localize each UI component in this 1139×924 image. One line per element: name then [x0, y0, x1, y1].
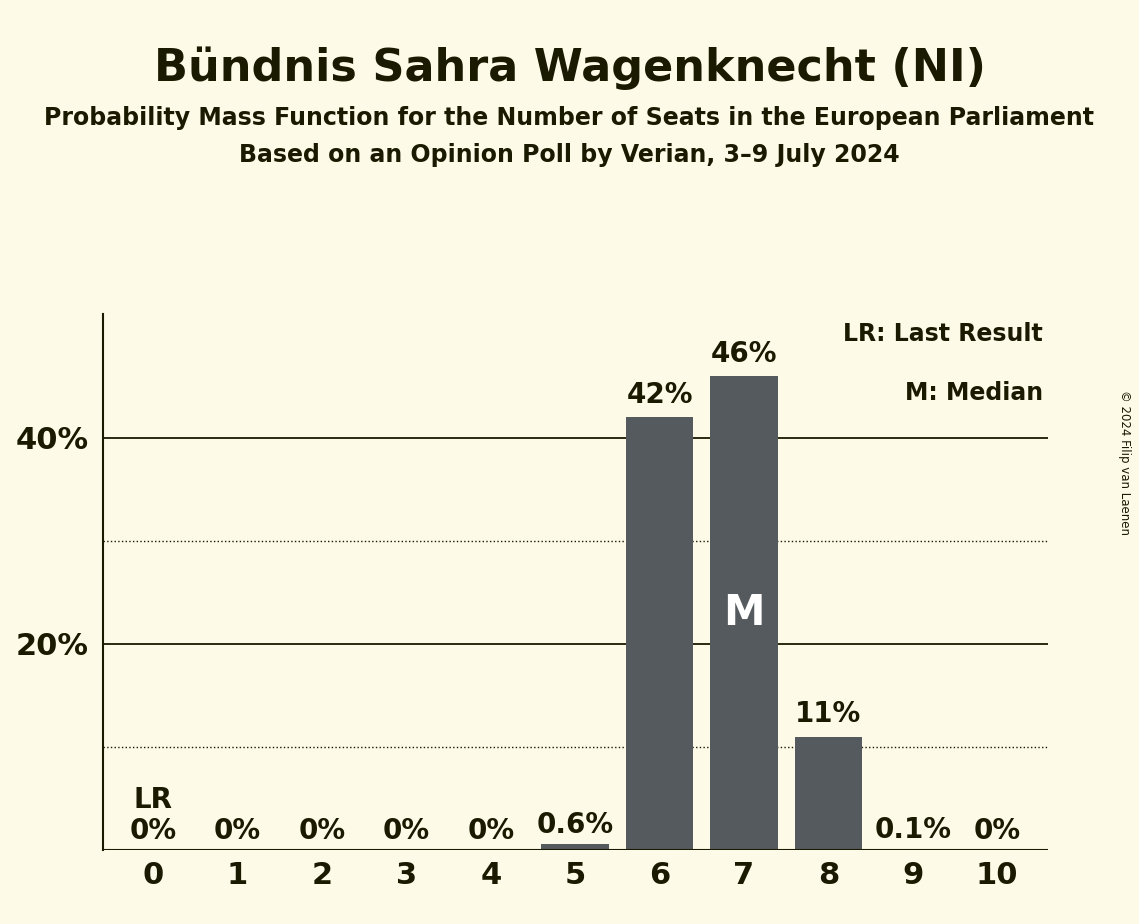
Text: M: M: [723, 592, 764, 634]
Text: LR: LR: [133, 786, 173, 814]
Text: 0%: 0%: [298, 817, 345, 845]
Text: Bündnis Sahra Wagenknecht (NI): Bündnis Sahra Wagenknecht (NI): [154, 46, 985, 90]
Text: M: Median: M: Median: [906, 382, 1043, 405]
Text: Based on an Opinion Poll by Verian, 3–9 July 2024: Based on an Opinion Poll by Verian, 3–9 …: [239, 143, 900, 167]
Text: 0.6%: 0.6%: [536, 810, 614, 839]
Bar: [541, 844, 609, 850]
Bar: [625, 418, 694, 850]
Text: 0%: 0%: [214, 817, 261, 845]
Text: 0%: 0%: [467, 817, 515, 845]
Text: LR: Last Result: LR: Last Result: [843, 322, 1043, 346]
Text: Probability Mass Function for the Number of Seats in the European Parliament: Probability Mass Function for the Number…: [44, 106, 1095, 130]
Text: 0%: 0%: [974, 817, 1021, 845]
Text: 0%: 0%: [383, 817, 429, 845]
Text: 46%: 46%: [711, 340, 777, 368]
Text: 0%: 0%: [130, 817, 177, 845]
Bar: [879, 849, 947, 850]
Text: 42%: 42%: [626, 381, 693, 409]
Text: 11%: 11%: [795, 700, 861, 728]
Text: 0.1%: 0.1%: [875, 816, 951, 844]
Bar: [795, 736, 862, 850]
Text: © 2024 Filip van Laenen: © 2024 Filip van Laenen: [1117, 390, 1131, 534]
Bar: [711, 376, 778, 850]
